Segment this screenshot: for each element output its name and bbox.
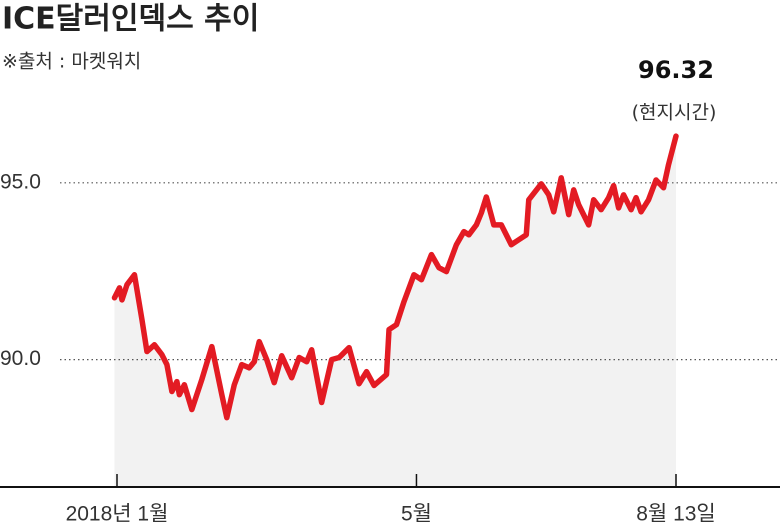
area	[114, 136, 677, 487]
x-tick-label: 8월 13일	[636, 503, 716, 526]
value-label: 96.32	[638, 56, 714, 84]
x-tick-label: 2018년 1월	[66, 503, 169, 526]
chart-subtitle: ※출처 : 마켓워치	[2, 51, 141, 73]
chart-title: ICE달러인덱스 추이	[2, 2, 259, 37]
y-tick-label: 95.0	[0, 170, 41, 193]
x-tick-label: 5월	[401, 503, 432, 526]
annotation: (현지시간)	[632, 102, 717, 124]
y-tick-label: 90.0	[0, 347, 41, 370]
line	[111, 133, 679, 421]
